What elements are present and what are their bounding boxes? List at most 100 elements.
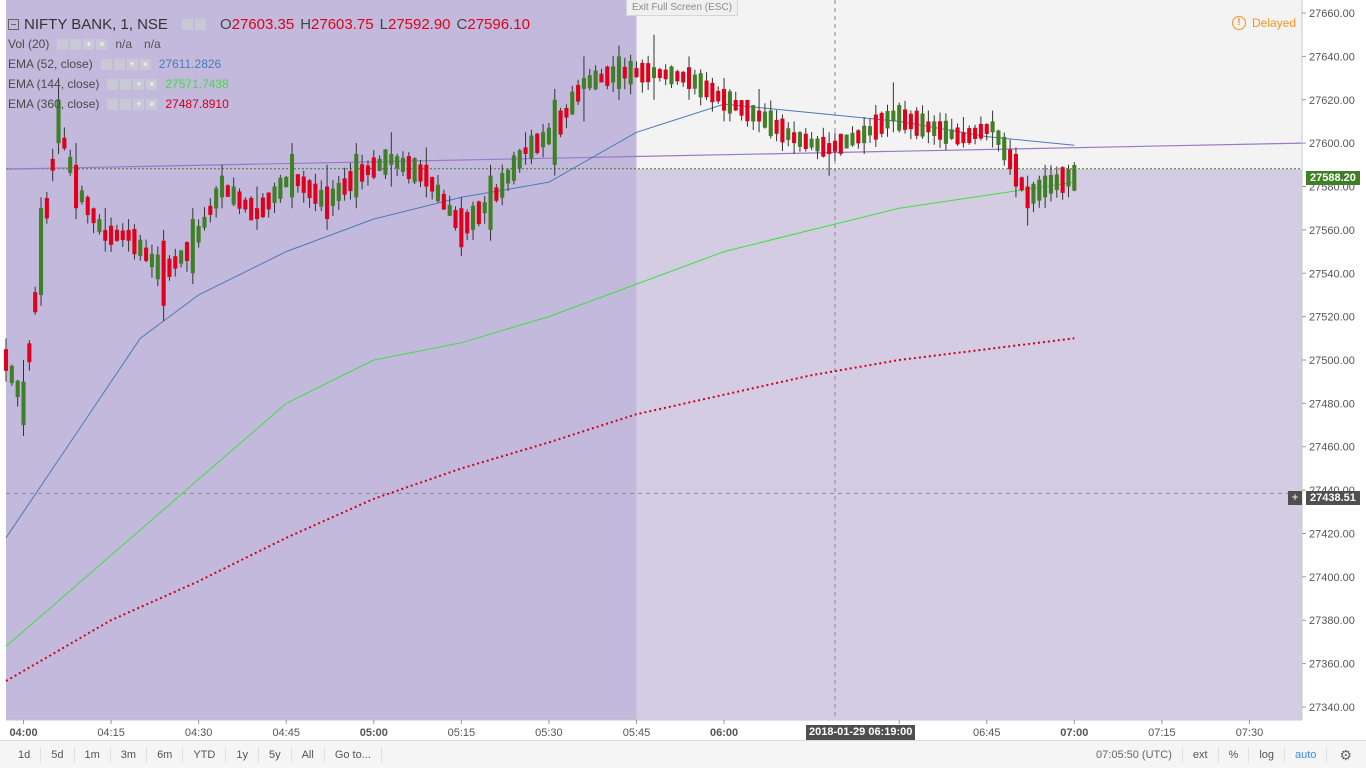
crosshair-plus-button[interactable]: + (1288, 491, 1302, 505)
candle-body (453, 210, 458, 229)
range-button[interactable]: 5d (41, 746, 75, 763)
remove-icon[interactable]: × (146, 78, 158, 90)
scale-option-button[interactable]: % (1217, 746, 1249, 763)
settings-icon[interactable] (194, 18, 206, 30)
candle-body (757, 110, 762, 122)
settings-icon[interactable] (70, 38, 82, 50)
candle-body (523, 147, 528, 154)
candle-body (1072, 165, 1077, 191)
settings-icon[interactable] (113, 58, 125, 70)
candle-body (412, 158, 417, 183)
candle-body (803, 133, 808, 149)
candle-body (786, 128, 791, 140)
candle-body (967, 128, 972, 144)
candle-body (237, 191, 242, 209)
remove-icon[interactable]: × (146, 98, 158, 110)
candle-body (879, 112, 884, 134)
indicator-row-ema144: EMA (144, close) + × 27571.7438 (8, 74, 530, 94)
candle-body (768, 110, 773, 136)
gear-icon[interactable]: ⚙ (1326, 746, 1366, 763)
candle-body (961, 132, 966, 144)
collapse-legend-icon[interactable] (8, 18, 19, 30)
candle-body (272, 186, 277, 203)
candle-body (739, 100, 744, 116)
candle-body (1008, 149, 1013, 170)
range-button[interactable]: 1d (0, 746, 42, 763)
candle-body (103, 229, 108, 241)
candle-body (973, 127, 978, 139)
add-icon[interactable]: + (133, 98, 145, 110)
range-button[interactable]: 1y (226, 746, 259, 763)
candle-body (891, 110, 896, 122)
utc-clock[interactable]: 07:05:50 (UTC) (1096, 748, 1172, 761)
candle-body (704, 80, 709, 98)
candle-body (459, 208, 464, 248)
candle-body (196, 225, 201, 243)
candle-body (920, 113, 925, 137)
candle-body (897, 105, 902, 131)
remove-icon[interactable]: × (96, 38, 108, 50)
scale-option-button[interactable]: auto (1284, 746, 1326, 763)
range-button[interactable]: 3m (111, 746, 148, 763)
close-label: C (456, 15, 468, 33)
eye-icon[interactable] (100, 58, 112, 70)
remove-icon[interactable]: × (139, 58, 151, 70)
time-tick-label: 04:00 (9, 727, 37, 739)
candle-body (91, 208, 96, 224)
time-tick-label: 05:45 (623, 727, 651, 739)
add-icon[interactable]: + (83, 38, 95, 50)
candle-body (914, 110, 919, 136)
candle-body (832, 140, 838, 152)
candle-body (284, 176, 289, 187)
candle-body (430, 177, 435, 192)
range-button[interactable]: 6m (147, 746, 184, 763)
eye-icon[interactable] (107, 98, 119, 110)
range-button[interactable]: All (292, 746, 325, 763)
candle-body (114, 229, 119, 241)
eye-icon[interactable] (181, 18, 193, 30)
candle-body (1037, 179, 1042, 201)
candle-body (476, 201, 481, 225)
candle-body (634, 68, 639, 78)
exit-fullscreen-button[interactable]: Exit Full Screen (ESC) (626, 0, 739, 16)
scale-option-button[interactable]: log (1248, 746, 1284, 763)
scale-option-button[interactable]: ext (1181, 746, 1218, 763)
add-icon[interactable]: + (126, 58, 138, 70)
range-button[interactable]: Go to... (325, 746, 382, 763)
price-tick-label: 27460.00 (1309, 442, 1355, 454)
symbol-row: NIFTY BANK, 1, NSE O 27603.35 H 27603.75 L… (8, 14, 530, 34)
indicator-controls: + × (107, 98, 159, 110)
candle-body (932, 121, 937, 137)
settings-icon[interactable] (120, 98, 132, 110)
range-button[interactable]: 1m (75, 746, 111, 763)
candle-body (301, 176, 306, 193)
range-button[interactable]: 5y (259, 746, 292, 763)
indicator-value: n/a (144, 37, 161, 51)
settings-icon[interactable] (120, 78, 132, 90)
candle-body (1043, 175, 1048, 198)
price-tick-label: 27400.00 (1309, 572, 1355, 584)
candle-body (336, 182, 341, 201)
indicator-row-ema52: EMA (52, close) + × 27611.2826 (8, 54, 530, 74)
low-value: 27592.90 (387, 15, 451, 33)
crosshair-price-tag: 27438.51 (1306, 491, 1360, 505)
candle-body (780, 118, 785, 143)
close-value: 27596.10 (467, 15, 530, 33)
eye-icon[interactable] (107, 78, 119, 90)
candle-body (254, 208, 260, 220)
range-button[interactable]: YTD (183, 746, 227, 763)
candle-body (809, 138, 814, 148)
delayed-badge[interactable]: ! Delayed (1232, 16, 1296, 30)
time-tick-label: 05:30 (535, 727, 563, 739)
candle-body (155, 254, 160, 280)
price-chart[interactable]: 27660.0027640.0027620.0027600.0027580.00… (0, 0, 1366, 740)
shaded-region (6, 0, 637, 720)
price-tick-label: 27420.00 (1309, 528, 1355, 540)
candle-body (797, 132, 802, 147)
candle-body (710, 82, 715, 103)
add-icon[interactable]: + (133, 78, 145, 90)
warning-icon: ! (1232, 16, 1246, 30)
eye-icon[interactable] (57, 38, 69, 50)
time-axis-bg (0, 720, 1366, 740)
time-tick-label: 05:15 (448, 727, 476, 739)
